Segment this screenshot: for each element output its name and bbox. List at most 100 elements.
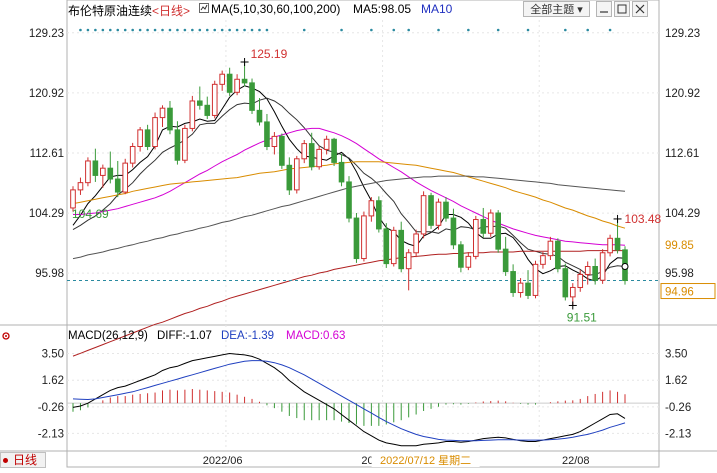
event-dot-marker[interactable] — [138, 28, 142, 32]
event-dot-marker[interactable] — [191, 28, 194, 32]
candle-body[interactable] — [480, 219, 487, 234]
candle-body[interactable] — [234, 78, 240, 93]
event-dot-marker[interactable] — [370, 28, 373, 32]
event-dot-marker[interactable] — [86, 28, 90, 32]
candle-body[interactable] — [211, 83, 218, 116]
candle-body[interactable] — [249, 82, 255, 111]
candle-body[interactable] — [390, 229, 397, 265]
event-dot-marker[interactable] — [437, 28, 440, 32]
event-dot-marker[interactable] — [146, 28, 149, 32]
event-dot-marker[interactable] — [564, 28, 567, 32]
event-dot-marker[interactable] — [258, 28, 261, 32]
candle-body[interactable] — [569, 286, 576, 298]
candle-body[interactable] — [502, 248, 509, 273]
candle-body[interactable] — [70, 189, 76, 209]
candle-body[interactable] — [137, 129, 143, 148]
event-dot-marker[interactable] — [407, 28, 410, 32]
close-button[interactable] — [632, 1, 648, 17]
event-dot-marker[interactable] — [183, 28, 187, 32]
candle-body[interactable] — [465, 255, 472, 268]
event-dot-marker[interactable] — [243, 28, 246, 32]
candle-body[interactable] — [338, 161, 345, 183]
candle-body[interactable] — [547, 240, 554, 257]
event-dot-marker[interactable] — [496, 28, 500, 32]
candle-body[interactable] — [107, 167, 114, 180]
candle-body[interactable] — [525, 282, 531, 296]
event-dot-marker[interactable] — [467, 28, 470, 32]
candle-body[interactable] — [487, 212, 494, 234]
event-dot-marker[interactable] — [220, 28, 224, 32]
candle-body[interactable] — [517, 282, 524, 294]
event-dot-marker[interactable] — [205, 28, 209, 32]
candle-body[interactable] — [555, 240, 561, 270]
event-dot-marker[interactable] — [250, 28, 254, 32]
candle-body[interactable] — [383, 228, 390, 265]
candle-body[interactable] — [495, 212, 502, 250]
candle-body[interactable] — [114, 178, 121, 193]
event-dot-marker[interactable] — [213, 28, 217, 32]
candle-body[interactable] — [472, 219, 479, 257]
candle-body[interactable] — [182, 127, 188, 161]
event-dot-marker[interactable] — [198, 28, 202, 32]
candle-body[interactable] — [458, 244, 464, 268]
candle-body[interactable] — [129, 146, 136, 164]
candle-body[interactable] — [264, 121, 270, 148]
candle-body[interactable] — [122, 162, 129, 193]
candle-body[interactable] — [428, 195, 434, 226]
ma-settings-icon[interactable] — [199, 3, 209, 13]
candle-body[interactable] — [599, 252, 606, 281]
candle-body[interactable] — [562, 268, 569, 298]
event-dot-marker[interactable] — [228, 28, 231, 32]
candle-body[interactable] — [443, 201, 449, 219]
event-dot-marker[interactable] — [176, 28, 179, 32]
candle-body[interactable] — [174, 129, 181, 161]
candle-body[interactable] — [301, 143, 308, 160]
candle-body[interactable] — [256, 109, 263, 123]
candle-body[interactable] — [510, 271, 516, 294]
candle-body[interactable] — [241, 78, 248, 84]
event-dot-marker[interactable] — [108, 28, 112, 32]
event-dot-marker[interactable] — [116, 28, 120, 32]
candle-body[interactable] — [316, 148, 322, 168]
candle-body[interactable] — [376, 200, 382, 230]
event-dot-marker[interactable] — [79, 28, 82, 32]
candle-body[interactable] — [435, 201, 442, 226]
candle-body[interactable] — [308, 143, 315, 168]
candle-body[interactable] — [450, 217, 457, 246]
event-dot-marker[interactable] — [161, 28, 164, 32]
candle-body[interactable] — [413, 233, 419, 254]
event-dot-marker[interactable] — [526, 28, 530, 32]
candle-body[interactable] — [196, 100, 203, 106]
event-dot-marker[interactable] — [153, 28, 157, 32]
event-dot-marker[interactable] — [265, 28, 269, 32]
candle-body[interactable] — [405, 252, 412, 270]
candle-body[interactable] — [226, 73, 233, 93]
gear-icon[interactable] — [1, 328, 11, 340]
candle-body[interactable] — [577, 273, 584, 288]
event-dot-marker[interactable] — [101, 28, 105, 32]
event-dot-marker[interactable] — [168, 28, 172, 32]
candle-body[interactable] — [279, 135, 285, 166]
event-dot-marker[interactable] — [235, 28, 239, 32]
candle-body[interactable] — [144, 129, 151, 148]
event-dot-marker[interactable] — [302, 28, 306, 32]
candle-body[interactable] — [167, 107, 173, 131]
candle-body[interactable] — [614, 237, 621, 251]
candle-body[interactable] — [540, 255, 546, 265]
event-dot-marker[interactable] — [131, 28, 134, 32]
candle-body[interactable] — [607, 237, 613, 254]
candle-body[interactable] — [219, 73, 226, 85]
event-dot-marker[interactable] — [608, 28, 612, 32]
candle-body[interactable] — [100, 167, 106, 176]
candle-body[interactable] — [152, 117, 158, 148]
tab-daily[interactable]: 日线 — [0, 452, 46, 468]
candle-body[interactable] — [323, 138, 330, 150]
candle-body[interactable] — [592, 266, 598, 281]
candle-body[interactable] — [532, 263, 539, 296]
candle-body[interactable] — [420, 195, 427, 235]
candle-body[interactable] — [204, 104, 211, 116]
candle-body[interactable] — [361, 215, 367, 260]
theme-selector[interactable]: 全部主题 ▾ — [523, 1, 590, 17]
event-dot-marker[interactable] — [94, 28, 97, 32]
